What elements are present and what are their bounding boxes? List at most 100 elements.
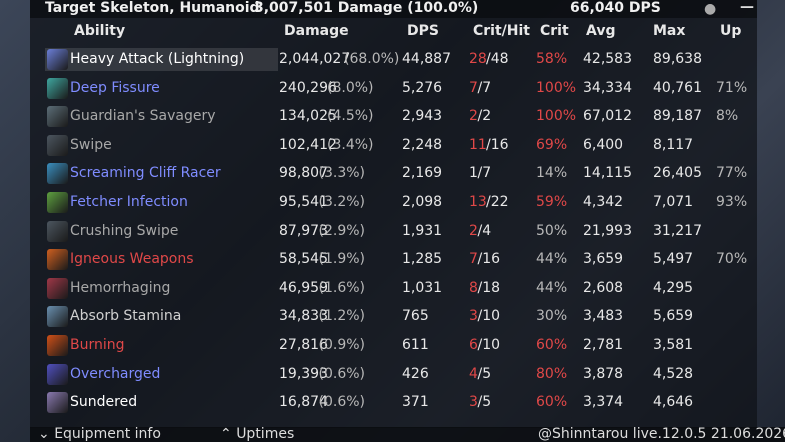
column-header: Crit <box>540 23 569 39</box>
avg: 21,993 <box>583 222 632 239</box>
crit-rate: 100% <box>536 108 577 125</box>
equipment-toggle[interactable]: ⌄ Equipment info <box>38 426 161 442</box>
column-header: Damage <box>284 23 349 39</box>
hits: /4 <box>477 222 492 239</box>
ability-name: Sundered <box>70 394 138 411</box>
damage: 58,545 <box>279 251 328 268</box>
ability-icon <box>47 106 68 128</box>
ability-name: Fetcher Infection <box>70 194 188 210</box>
crits: 2 <box>469 108 478 125</box>
ability-icon <box>47 392 68 414</box>
crits: 3 <box>469 394 478 411</box>
uptimes-toggle[interactable]: ⌃ Uptimes <box>220 426 295 442</box>
crits: 4 <box>469 365 478 382</box>
max: 89,638 <box>653 51 702 67</box>
ability-name: Guardian's Savagery <box>70 108 216 125</box>
damage-share: (3.4%) <box>327 136 374 153</box>
avg: 14,115 <box>583 165 632 182</box>
dps: 2,943 <box>402 108 443 125</box>
damage-share: (3.2%) <box>318 194 366 210</box>
menu-icon[interactable]: ● <box>704 1 717 17</box>
crits: 13 <box>469 194 487 210</box>
uptimes-label: Uptimes <box>236 426 295 442</box>
ability-icon <box>47 163 68 185</box>
close[interactable]: — <box>740 0 754 15</box>
ability-name: Igneous Weapons <box>70 251 194 268</box>
max: 4,295 <box>653 279 694 296</box>
crit-rate: 59% <box>536 194 568 210</box>
column-header: Crit/Hit <box>473 23 530 39</box>
hits: /16 <box>486 136 509 153</box>
crits: 28 <box>469 51 487 67</box>
hits: /2 <box>477 108 492 125</box>
damage: 2,044,027 <box>279 51 351 67</box>
max: 26,405 <box>653 165 702 182</box>
ability-name: Burning <box>70 337 125 353</box>
max: 89,187 <box>653 108 702 125</box>
avg: 4,342 <box>583 194 624 210</box>
avg: 3,878 <box>583 365 624 382</box>
dps: 2,248 <box>402 136 443 153</box>
max: 4,646 <box>653 394 694 411</box>
uptime: 93% <box>716 194 748 210</box>
avg: 42,583 <box>583 51 632 67</box>
avg: 3,483 <box>583 308 624 325</box>
crits: 2 <box>469 222 478 239</box>
target: Target Skeleton, Humanoid <box>45 0 260 16</box>
dps: 1,031 <box>402 279 443 296</box>
footer-bar <box>30 427 785 442</box>
column-header: Ability <box>74 23 126 39</box>
damage-share: (3.3%) <box>318 165 366 182</box>
ability-name: Hemorrhaging <box>70 279 171 296</box>
crits: 1 <box>469 165 478 182</box>
avg: 3,374 <box>583 394 624 411</box>
damage-share: (0.9%) <box>318 337 366 353</box>
damage: 19,393 <box>279 365 328 382</box>
ability-name: Crushing Swipe <box>70 222 179 239</box>
crits: 11 <box>469 136 487 153</box>
hits: /5 <box>477 394 492 411</box>
damage-share: (8.0%) <box>327 79 374 96</box>
ability-name: Heavy Attack (Lightning) <box>70 51 245 67</box>
damage: 87,973 <box>279 222 328 239</box>
max: 40,761 <box>653 79 702 96</box>
crits: 8 <box>469 279 478 296</box>
max: 8,117 <box>653 136 694 153</box>
ability-name: Screaming Cliff Racer <box>70 165 221 182</box>
damage-share: (2.9%) <box>318 222 366 239</box>
dps: 765 <box>402 308 429 325</box>
crit-rate: 58% <box>536 51 568 67</box>
damage: 102,412 <box>279 136 337 153</box>
damage: 95,541 <box>279 194 328 210</box>
max: 5,659 <box>653 308 694 325</box>
damage: 16,874 <box>279 394 328 411</box>
crits: 6 <box>469 337 478 353</box>
hits: /22 <box>486 194 509 210</box>
ability-icon <box>47 249 68 271</box>
avg: 67,012 <box>583 108 632 125</box>
damage-share: (1.2%) <box>318 308 366 325</box>
crit-rate: 44% <box>536 279 568 296</box>
damage: 27,816 <box>279 337 328 353</box>
damage: 46,959 <box>279 279 328 296</box>
max: 31,217 <box>653 222 702 239</box>
uptime: 71% <box>716 79 748 96</box>
total-dps: 66,040 DPS <box>570 0 661 16</box>
dps: 44,887 <box>402 51 451 67</box>
ability-icon <box>47 220 68 242</box>
ability-name: Deep Fissure <box>70 79 160 96</box>
uptime: 70% <box>716 251 748 268</box>
uptime: 77% <box>716 165 748 182</box>
damage-share: (4.5%) <box>327 108 374 125</box>
crit-rate: 80% <box>536 365 568 382</box>
ability-icon <box>47 134 68 156</box>
damage-share: (1.6%) <box>318 279 366 296</box>
dps: 2,098 <box>402 194 443 210</box>
ability-icon <box>47 192 68 213</box>
crits: 7 <box>469 79 478 96</box>
crit-rate: 30% <box>536 308 568 325</box>
ability-name: Swipe <box>70 136 112 153</box>
hits: /16 <box>477 251 501 268</box>
crits: 7 <box>469 251 478 268</box>
avg: 34,334 <box>583 79 632 96</box>
